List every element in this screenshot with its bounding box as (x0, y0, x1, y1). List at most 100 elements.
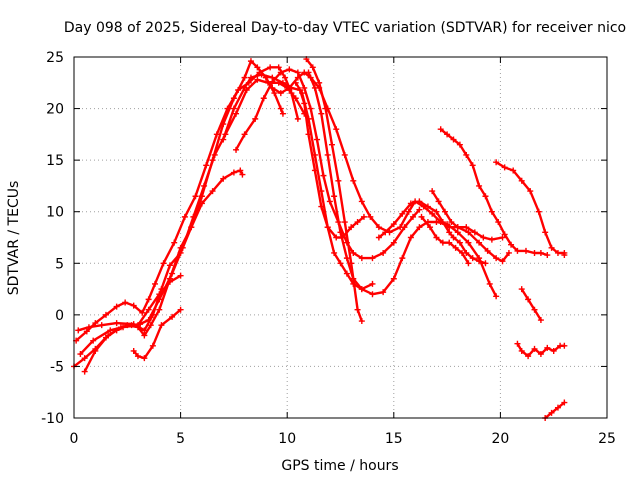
data-point (271, 90, 278, 97)
data-point (550, 347, 557, 354)
series-arc-11 (292, 79, 500, 300)
data-point (230, 105, 237, 112)
data-point (407, 234, 414, 241)
data-point (465, 260, 472, 267)
data-point (505, 249, 512, 256)
data-point (397, 224, 404, 231)
data-point (324, 224, 331, 231)
data-point (459, 249, 466, 256)
data-point (561, 252, 568, 259)
data-point (448, 219, 455, 226)
series-line (305, 57, 363, 323)
data-point (495, 219, 502, 226)
data-point (435, 198, 442, 205)
data-point (375, 224, 382, 231)
data-point (450, 136, 457, 143)
data-point (548, 409, 555, 416)
data-point (484, 247, 491, 254)
data-point (337, 229, 344, 236)
data-point (493, 293, 500, 300)
data-point (527, 188, 534, 195)
data-point (309, 64, 316, 71)
data-point (358, 286, 365, 293)
data-point (382, 229, 389, 236)
data-point (537, 249, 544, 256)
data-point (358, 198, 365, 205)
data-point (471, 229, 478, 236)
data-point (350, 275, 357, 282)
y-tick-label: 25 (46, 50, 64, 66)
data-point (292, 95, 299, 102)
data-point (307, 105, 314, 112)
data-point (501, 164, 508, 171)
data-point (81, 368, 88, 375)
data-point (139, 309, 146, 316)
data-point (169, 270, 176, 277)
data-point (145, 296, 152, 303)
data-point (399, 210, 406, 217)
series-arc-16 (437, 126, 551, 259)
data-point (544, 252, 551, 259)
data-point (158, 322, 165, 329)
data-point (279, 110, 286, 117)
data-point (190, 213, 197, 220)
data-point (90, 337, 97, 344)
data-traces (71, 56, 568, 421)
data-point (152, 280, 159, 287)
data-point (544, 344, 551, 351)
data-point (316, 79, 323, 86)
data-point (537, 317, 544, 324)
data-point (343, 255, 350, 262)
x-tick-label: 25 (598, 431, 616, 447)
data-point (433, 208, 440, 215)
series-arc-18 (518, 286, 544, 324)
data-point (85, 324, 92, 331)
data-point (390, 275, 397, 282)
data-point (203, 162, 210, 169)
data-point (358, 255, 365, 262)
data-point (407, 200, 414, 207)
data-point (102, 311, 109, 318)
data-point (292, 79, 299, 86)
data-point (147, 322, 154, 329)
data-point (277, 69, 284, 76)
data-point (305, 69, 312, 76)
data-point (331, 249, 338, 256)
x-tick-label: 5 (176, 431, 185, 447)
data-point (456, 141, 463, 148)
data-point (241, 74, 248, 81)
data-point (320, 172, 327, 179)
data-point (326, 198, 333, 205)
data-point (561, 399, 568, 406)
x-axis-label: GPS time / hours (281, 458, 398, 474)
data-point (360, 213, 367, 220)
data-point (354, 306, 361, 313)
data-point (328, 141, 335, 148)
data-point (508, 241, 515, 248)
chart-title: Day 098 of 2025, Sidereal Day-to-day VTE… (64, 20, 626, 36)
series-arc-19 (514, 340, 568, 360)
data-point (390, 221, 397, 228)
data-point (277, 90, 284, 97)
data-point (230, 95, 237, 102)
data-point (433, 234, 440, 241)
data-point (493, 255, 500, 262)
x-tick-label: 15 (385, 431, 403, 447)
data-point (469, 255, 476, 262)
data-point (233, 110, 240, 117)
data-point (220, 136, 227, 143)
data-point (160, 260, 167, 267)
data-point (450, 234, 457, 241)
data-point (134, 353, 141, 360)
data-point (141, 332, 148, 339)
data-point (463, 151, 470, 158)
data-point (171, 239, 178, 246)
data-point (537, 351, 544, 358)
data-point (369, 291, 376, 298)
data-point (454, 224, 461, 231)
data-point (531, 249, 538, 256)
data-point (241, 131, 248, 138)
x-tick-label: 20 (491, 431, 509, 447)
data-point (439, 239, 446, 246)
